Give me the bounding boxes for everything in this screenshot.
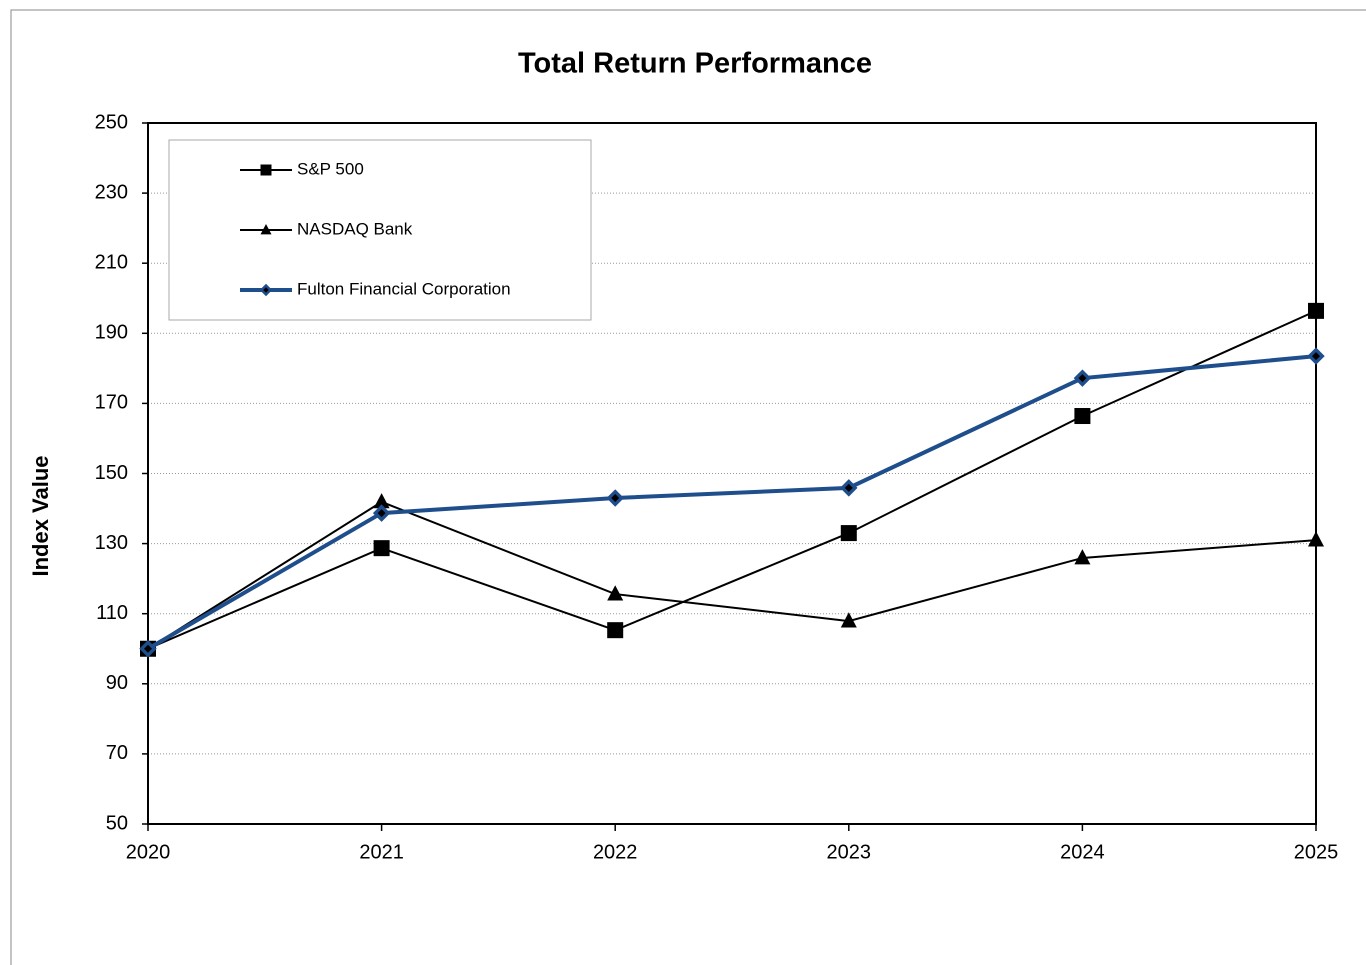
y-tick-label: 50 — [106, 812, 128, 834]
marker — [1308, 531, 1324, 547]
y-tick-label: 130 — [95, 532, 128, 554]
x-tick-label: 2025 — [1294, 841, 1339, 863]
marker — [373, 540, 390, 557]
marker — [1074, 408, 1091, 425]
marker — [260, 223, 272, 235]
y-tick-label: 110 — [96, 602, 128, 624]
marker — [260, 164, 272, 176]
y-tick-label: 150 — [95, 462, 128, 484]
marker-center — [611, 494, 620, 503]
marker — [840, 612, 857, 628]
legend: S&P 500 NASDAQ Bank Fulton Financial Corpo… — [168, 139, 592, 321]
series-line — [147, 500, 1317, 650]
y-tick-label: 210 — [95, 251, 128, 273]
x-tick-label: 2024 — [1060, 841, 1105, 863]
y-tick-label: 90 — [106, 672, 128, 694]
x-tick-label: 2023 — [827, 841, 872, 863]
marker-center — [844, 483, 853, 492]
marker-center — [1078, 374, 1087, 383]
y-tick-label: 190 — [95, 322, 128, 344]
legend-label: NASDAQ Bank — [297, 219, 413, 238]
marker-center — [263, 287, 269, 293]
y-tick-label: 250 — [95, 111, 128, 133]
y-tick-label: 230 — [95, 181, 128, 203]
marker-center — [144, 644, 152, 653]
marker — [840, 525, 857, 542]
legend-box — [168, 139, 592, 321]
marker — [607, 585, 624, 601]
y-tick-label: 170 — [95, 392, 128, 414]
y-axis-label: Index Value — [28, 455, 53, 576]
x-tick-label: 2022 — [593, 841, 638, 863]
marker — [1074, 549, 1091, 565]
marker-center — [377, 509, 386, 518]
series-line — [146, 354, 1317, 651]
chart-title: Total Return Performance — [518, 48, 872, 80]
frame — [10, 9, 1366, 965]
marker — [607, 622, 624, 639]
marker — [1308, 302, 1324, 319]
marker — [373, 493, 390, 509]
marker-center — [1312, 352, 1320, 361]
legend-label: Fulton Financial Corporation — [297, 279, 511, 298]
x-tick-label: 2021 — [359, 841, 404, 863]
series-line — [147, 309, 1317, 650]
x-tick-label: 2020 — [126, 841, 171, 863]
plot-area — [147, 122, 1317, 825]
y-tick-label: 70 — [106, 742, 128, 764]
legend-label: S&P 500 — [297, 159, 364, 178]
